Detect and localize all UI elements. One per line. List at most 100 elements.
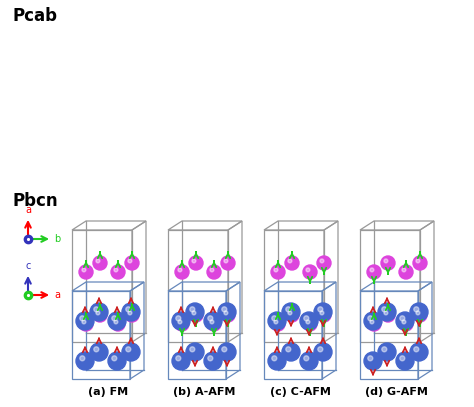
Circle shape: [189, 256, 203, 270]
Circle shape: [271, 265, 285, 279]
Circle shape: [96, 259, 100, 263]
Circle shape: [80, 316, 85, 321]
Circle shape: [382, 307, 387, 312]
Circle shape: [94, 347, 99, 352]
Text: (b) A-AFM: (b) A-AFM: [173, 387, 235, 397]
Circle shape: [178, 320, 182, 324]
Circle shape: [122, 303, 140, 321]
Circle shape: [306, 320, 310, 324]
Circle shape: [396, 312, 414, 330]
Text: Pbcn: Pbcn: [12, 192, 58, 210]
Circle shape: [224, 311, 228, 315]
Circle shape: [370, 268, 374, 272]
Circle shape: [286, 347, 291, 352]
Circle shape: [317, 256, 331, 270]
Circle shape: [218, 303, 236, 321]
Circle shape: [208, 316, 213, 321]
Circle shape: [122, 343, 140, 361]
Circle shape: [274, 268, 278, 272]
Circle shape: [368, 356, 373, 361]
Circle shape: [274, 320, 278, 324]
Circle shape: [208, 356, 213, 361]
Circle shape: [314, 343, 332, 361]
Circle shape: [367, 317, 381, 331]
Circle shape: [382, 347, 387, 352]
Circle shape: [186, 303, 204, 321]
Text: (c) C-AFM: (c) C-AFM: [270, 387, 330, 397]
Circle shape: [93, 308, 107, 322]
Circle shape: [111, 265, 125, 279]
Circle shape: [288, 259, 292, 263]
Circle shape: [126, 307, 131, 312]
Circle shape: [175, 317, 189, 331]
Circle shape: [192, 311, 196, 315]
Circle shape: [304, 356, 309, 361]
Circle shape: [288, 311, 292, 315]
Circle shape: [128, 311, 132, 315]
Circle shape: [303, 317, 317, 331]
Circle shape: [96, 311, 100, 315]
Circle shape: [90, 303, 108, 321]
Circle shape: [318, 347, 323, 352]
Circle shape: [222, 347, 227, 352]
Circle shape: [400, 356, 405, 361]
Circle shape: [112, 356, 117, 361]
Circle shape: [399, 317, 413, 331]
Circle shape: [272, 316, 277, 321]
Circle shape: [190, 307, 195, 312]
Circle shape: [80, 356, 85, 361]
Circle shape: [90, 343, 108, 361]
Circle shape: [304, 316, 309, 321]
Circle shape: [282, 303, 300, 321]
Circle shape: [414, 307, 419, 312]
Circle shape: [79, 265, 93, 279]
Circle shape: [221, 256, 235, 270]
Circle shape: [367, 265, 381, 279]
Circle shape: [285, 256, 299, 270]
Circle shape: [318, 307, 323, 312]
Circle shape: [108, 352, 126, 370]
Circle shape: [207, 317, 221, 331]
Circle shape: [300, 352, 318, 370]
Circle shape: [79, 317, 93, 331]
Circle shape: [112, 316, 117, 321]
Circle shape: [210, 320, 214, 324]
Circle shape: [282, 343, 300, 361]
Circle shape: [286, 307, 291, 312]
Circle shape: [108, 312, 126, 330]
Circle shape: [399, 265, 413, 279]
Circle shape: [314, 303, 332, 321]
Circle shape: [210, 268, 214, 272]
Circle shape: [416, 259, 420, 263]
Circle shape: [111, 317, 125, 331]
Circle shape: [190, 347, 195, 352]
Circle shape: [368, 316, 373, 321]
Circle shape: [192, 259, 196, 263]
Circle shape: [381, 256, 395, 270]
Circle shape: [207, 265, 221, 279]
Circle shape: [364, 312, 382, 330]
Circle shape: [93, 256, 107, 270]
Circle shape: [204, 352, 222, 370]
Circle shape: [285, 308, 299, 322]
Circle shape: [82, 320, 86, 324]
Circle shape: [416, 311, 420, 315]
Circle shape: [384, 311, 388, 315]
Circle shape: [94, 307, 99, 312]
Circle shape: [114, 320, 118, 324]
Circle shape: [381, 308, 395, 322]
Circle shape: [114, 268, 118, 272]
Circle shape: [320, 259, 324, 263]
Circle shape: [76, 352, 94, 370]
Text: a: a: [25, 205, 31, 215]
Circle shape: [125, 256, 139, 270]
Circle shape: [410, 343, 428, 361]
Circle shape: [175, 265, 189, 279]
Circle shape: [272, 356, 277, 361]
Circle shape: [378, 343, 396, 361]
Circle shape: [384, 259, 388, 263]
Circle shape: [224, 259, 228, 263]
Circle shape: [218, 343, 236, 361]
Circle shape: [221, 308, 235, 322]
Circle shape: [414, 347, 419, 352]
